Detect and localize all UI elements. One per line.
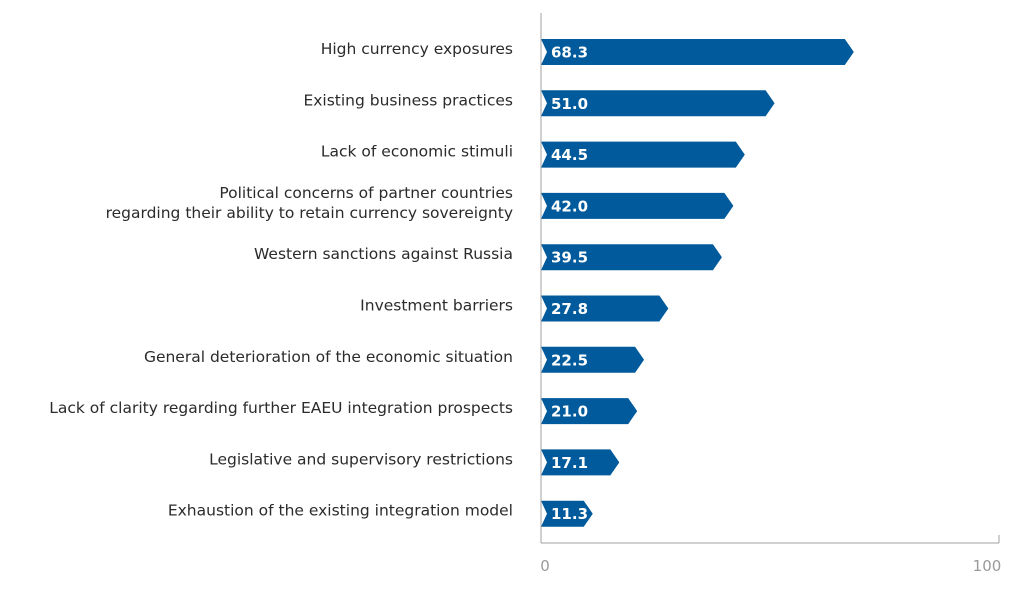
bar-value-label: 27.8 — [551, 300, 588, 318]
category-label-line: Lack of clarity regarding further EAEU i… — [49, 399, 513, 417]
bar — [541, 500, 593, 527]
category-labels: High currency exposures Existing business… — [49, 40, 513, 520]
x-axis: 0 100 — [540, 13, 1001, 575]
bar — [541, 244, 722, 271]
category-label: Investment barriers — [360, 297, 513, 315]
bar — [541, 39, 854, 65]
bar — [541, 449, 620, 476]
bar — [541, 90, 775, 117]
bar-value-label: 42.0 — [551, 197, 588, 215]
category-label-line: Exhaustion of the existing integration m… — [168, 502, 513, 520]
category-label: Existing business practices — [303, 91, 513, 109]
bar-value-label: 68.3 — [551, 44, 588, 62]
bar-value-label: 51.0 — [551, 95, 588, 113]
category-label-line: Western sanctions against Russia — [254, 245, 513, 263]
category-label-line: Lack of economic stimuli — [321, 143, 513, 161]
category-label-line: High currency exposures — [321, 40, 513, 58]
category-label-line: Investment barriers — [360, 297, 513, 315]
category-label-line: Legislative and supervisory restrictions — [209, 450, 513, 468]
category-label: Lack of economic stimuli — [321, 143, 513, 161]
bar — [541, 346, 645, 373]
category-label-line: regarding their ability to retain curren… — [106, 204, 513, 222]
category-label: Exhaustion of the existing integration m… — [168, 502, 513, 520]
bars-layer: 68.3 51.0 44.5 42.0 39.5 27.8 22.5 21.0 17.1 11.3 — [541, 39, 854, 527]
bar-value-label: 22.5 — [551, 351, 588, 369]
category-label: High currency exposures — [321, 40, 513, 58]
category-label-line: Existing business practices — [303, 91, 513, 109]
category-label: Lack of clarity regarding further EAEU i… — [49, 399, 513, 417]
bar — [541, 398, 638, 425]
category-label: General deterioration of the economic si… — [144, 348, 513, 366]
bar-value-label: 39.5 — [551, 249, 588, 267]
bar-value-label: 21.0 — [551, 403, 588, 421]
bar — [541, 192, 734, 219]
category-label-line: Political concerns of partner countries — [219, 184, 513, 202]
category-label: Political concerns of partner countries r… — [106, 184, 513, 222]
bar-value-label: 17.1 — [551, 454, 588, 472]
category-label: Legislative and supervisory restrictions — [209, 450, 513, 468]
x-tick-label: 100 — [973, 557, 1002, 575]
category-label: Western sanctions against Russia — [254, 245, 513, 263]
x-tick-label: 0 — [540, 557, 550, 575]
category-label-line: General deterioration of the economic si… — [144, 348, 513, 366]
bar-value-label: 11.3 — [551, 505, 588, 523]
bar — [541, 141, 745, 168]
bar-value-label: 44.5 — [551, 146, 588, 164]
bar — [541, 295, 669, 322]
